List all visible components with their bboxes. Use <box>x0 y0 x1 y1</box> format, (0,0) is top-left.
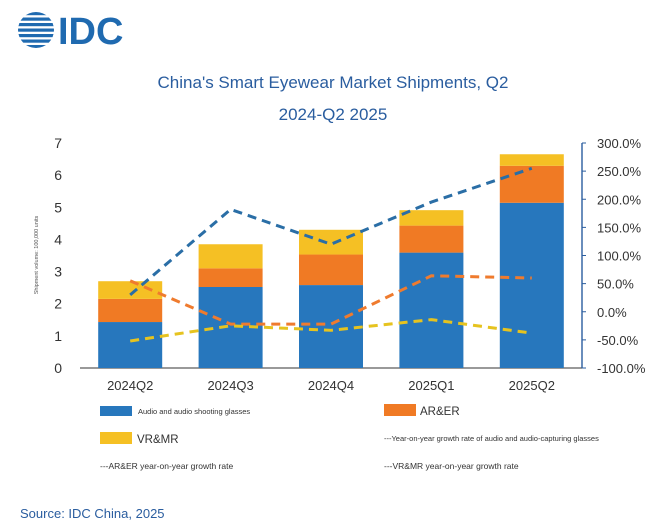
bar-arer <box>198 268 263 287</box>
y-tick-label: 4 <box>54 231 62 247</box>
right-axis-ticks: 300.0% 250.0% 200.0% 150.0% 100.0% 50.0% 0.0% -… <box>582 136 646 376</box>
legend-label-arer: AR&ER <box>420 406 460 418</box>
x-tick-label: 2025Q1 <box>408 378 454 393</box>
legend-swatch-arer <box>384 404 416 416</box>
category-labels: 2024Q2 2024Q3 2024Q4 2025Q1 2025Q2 <box>107 378 555 393</box>
x-tick-label: 2024Q4 <box>308 378 354 393</box>
y-tick-label: 3 <box>54 264 62 280</box>
legend-label-audio: Audio and audio shooting glasses <box>138 407 250 416</box>
bar-arer <box>98 298 163 323</box>
y-tick-label: 2 <box>54 296 62 312</box>
x-tick-label: 2025Q2 <box>509 378 555 393</box>
x-tick-label: 2024Q3 <box>207 378 253 393</box>
y-axis-label: Shipment volume: 100,000 units <box>34 215 40 294</box>
legend-label-audio-growth: ---Year-on-year growth rate of audio and… <box>384 434 599 443</box>
y2-tick-label: 0.0% <box>597 305 627 320</box>
source-note: Source: IDC China, 2025 <box>20 506 165 521</box>
left-axis-ticks: 0 1 2 3 4 5 6 7 <box>54 135 62 376</box>
line-series <box>129 166 533 343</box>
y-tick-label: 1 <box>54 328 62 344</box>
x-tick-label: 2024Q2 <box>107 378 153 393</box>
growth-line-audio <box>129 166 533 297</box>
y-tick-label: 5 <box>54 199 62 215</box>
bar-arer <box>499 165 564 203</box>
bar-arer <box>399 225 464 253</box>
bar-vrmr <box>198 244 263 269</box>
legend-label-arer-growth: ---AR&ER year-on-year growth rate <box>100 461 233 471</box>
y-tick-label: 6 <box>54 167 62 183</box>
y-tick-label: 0 <box>54 360 62 376</box>
y2-tick-label: 50.0% <box>597 277 634 292</box>
bar-audio <box>299 285 363 368</box>
y2-tick-label: 100.0% <box>597 249 642 264</box>
legend-swatch-audio <box>100 406 132 416</box>
y2-tick-label: 150.0% <box>597 220 642 235</box>
bar-audio <box>499 202 564 368</box>
y2-tick-label: -100.0% <box>597 361 646 376</box>
y-tick-label: 7 <box>54 135 62 151</box>
legend: Audio and audio shooting glasses AR&ER V… <box>100 404 599 471</box>
globe-icon <box>18 12 54 48</box>
legend-label-vrmr: VR&MR <box>137 434 179 446</box>
bar-vrmr <box>98 281 163 299</box>
bar-audio <box>399 252 464 368</box>
chart-title-line1: China's Smart Eyewear Market Shipments, … <box>158 73 509 92</box>
y2-tick-label: 300.0% <box>597 136 642 151</box>
bar-audio <box>98 322 163 368</box>
bar-vrmr <box>399 210 464 226</box>
y2-tick-label: -50.0% <box>597 333 639 348</box>
bar-series <box>98 154 564 368</box>
chart-title-line2: 2024-Q2 2025 <box>279 105 388 124</box>
y2-tick-label: 200.0% <box>597 192 642 207</box>
idc-logo: IDC <box>18 11 123 53</box>
bar-arer <box>299 254 363 286</box>
bar-vrmr <box>499 154 564 166</box>
logo-text: IDC <box>58 11 123 53</box>
legend-swatch-vrmr <box>100 432 132 444</box>
legend-label-vrmr-growth: ---VR&MR year-on-year growth rate <box>384 461 519 471</box>
y2-tick-label: 250.0% <box>597 164 642 179</box>
